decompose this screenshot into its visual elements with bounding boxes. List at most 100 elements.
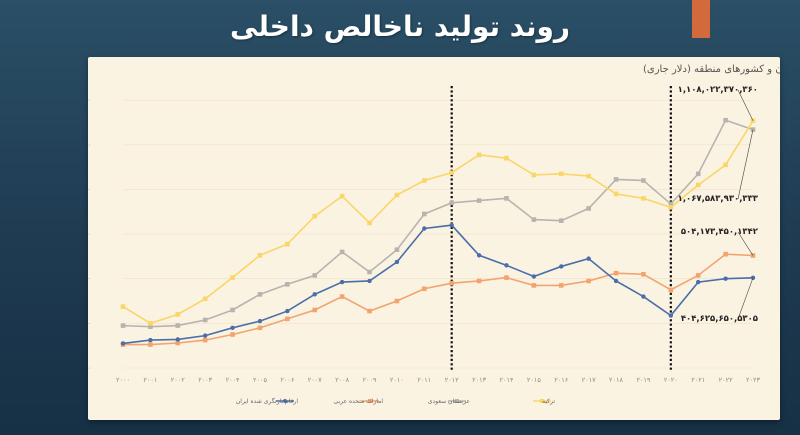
data-point xyxy=(449,170,454,175)
data-point xyxy=(613,278,619,284)
legend-label: ارقام بازنگری شده ایران xyxy=(236,397,298,405)
annotation-leader xyxy=(737,231,754,256)
x-tick-label: ۲۰۰۴ xyxy=(226,376,240,384)
x-tick-label: ۲۰۰۸ xyxy=(335,376,349,384)
data-point xyxy=(339,193,345,199)
data-point xyxy=(586,206,591,211)
data-point xyxy=(641,178,646,183)
x-tick-label: ۲۰۱۷ xyxy=(582,376,596,384)
data-point xyxy=(586,278,591,284)
x-tick-label: ۲۰۰۵ xyxy=(253,376,267,384)
data-point xyxy=(312,292,317,297)
x-tick-label: ۲۰۱۰ xyxy=(390,376,404,384)
chart-title: نمودار- مقایسه روند تولید ناخالص داخلی ا… xyxy=(643,64,780,75)
data-point xyxy=(476,152,482,158)
data-point xyxy=(668,287,674,293)
data-point xyxy=(476,198,482,203)
data-point xyxy=(586,256,591,261)
data-point xyxy=(422,226,427,231)
data-point xyxy=(367,278,372,284)
data-point xyxy=(723,162,728,168)
annotation-label: ۱,۰۶۷,۵۸۳,۹۳۰,۳۳۳ xyxy=(678,194,759,204)
data-point xyxy=(230,325,235,331)
x-tick-label: ۲۰۱۵ xyxy=(527,376,541,384)
data-point xyxy=(531,283,537,288)
data-point xyxy=(668,313,674,318)
x-tick-label: ۲۰۰۰ xyxy=(116,376,130,384)
grid-lines xyxy=(123,99,753,369)
y-tick-label: ۶۰۰,۰۰۰,۰۰۰,۰۰۰ xyxy=(88,230,91,238)
data-point xyxy=(202,337,208,343)
annotation-leader xyxy=(737,89,754,121)
x-axis-ticks: ۲۰۰۰ ۲۰۰۱ ۲۰۰۲ ۲۰۰۳ ۲۰۰۴ ۲۰۰۵ ۲۰۰۶ ۲۰۰۷ ۲۰۰۸ ۲۰۰۹… xyxy=(116,376,760,384)
data-point xyxy=(531,274,537,279)
data-point xyxy=(422,178,427,183)
data-point xyxy=(558,218,564,223)
series-line xyxy=(122,224,754,345)
data-point xyxy=(148,321,153,326)
data-point xyxy=(339,279,345,285)
data-point xyxy=(175,323,181,328)
legend-swatch-marker xyxy=(455,399,459,403)
data-point xyxy=(175,340,181,346)
y-axis-ticks: ۰ ۲۰۰,۰۰۰,۰۰۰,۰۰۰ ۴۰۰,۰۰۰,۰۰۰,۰۰۰ ۶۰۰,۰۰۰,۰… xyxy=(88,96,91,372)
data-point xyxy=(504,263,509,268)
x-tick-label: ۲۰۱۳ xyxy=(472,376,486,384)
data-point xyxy=(476,278,482,284)
x-tick-label: ۲۰۰۲ xyxy=(171,376,185,384)
data-point xyxy=(449,200,454,206)
x-tick-label: ۲۰۱۴ xyxy=(499,376,513,384)
y-tick-label: ۲۰۰,۰۰۰,۰۰۰,۰۰۰ xyxy=(88,319,91,327)
data-point xyxy=(504,275,509,280)
x-tick-label: ۲۰۱۲ xyxy=(445,376,459,384)
legend-label: ترکیه xyxy=(542,398,555,405)
legend-label: عربستان سعودی xyxy=(428,398,470,405)
data-point xyxy=(148,324,153,330)
data-point xyxy=(257,252,263,258)
data-point xyxy=(202,296,208,302)
data-point xyxy=(394,298,400,304)
annotation-label: ۴۰۴,۶۲۵,۶۵۰,۵۳۰۵ xyxy=(681,314,758,324)
data-point xyxy=(202,333,208,338)
y-tick-label: ۸۰۰,۰۰۰,۰۰۰,۰۰۰ xyxy=(88,185,91,193)
data-point xyxy=(695,273,701,278)
x-tick-label: ۲۰۱۹ xyxy=(636,376,650,384)
data-point xyxy=(230,332,235,337)
x-tick-label: ۲۰۲۲ xyxy=(719,376,733,384)
data-point xyxy=(696,279,701,285)
data-point xyxy=(312,273,318,278)
annotation-leader xyxy=(737,277,754,320)
legend-swatch-marker xyxy=(283,399,287,403)
annotation-leader xyxy=(737,129,754,200)
data-point xyxy=(449,280,454,286)
data-point xyxy=(367,308,372,314)
data-point xyxy=(285,308,290,314)
data-point xyxy=(394,192,400,198)
data-point xyxy=(613,270,619,276)
x-tick-label: ۲۰۰۶ xyxy=(280,376,294,384)
data-point xyxy=(394,259,400,265)
y-tick-label: ۴۰۰,۰۰۰,۰۰۰,۰۰۰ xyxy=(88,275,91,283)
data-point xyxy=(120,304,126,309)
series-line xyxy=(122,120,754,325)
x-tick-label: ۲۰۲۳ xyxy=(746,376,760,384)
data-point xyxy=(695,171,701,177)
x-tick-label: ۲۰۱۶ xyxy=(554,376,568,384)
data-point xyxy=(504,196,509,201)
data-point xyxy=(586,173,591,179)
legend: ارقام بازنگری شده ایران امارات متحده عربی… xyxy=(236,397,555,405)
series-line xyxy=(123,253,754,346)
x-tick-label: ۲۰۲۱ xyxy=(691,376,705,384)
data-point xyxy=(120,323,126,328)
accent-bar xyxy=(692,0,710,38)
data-point xyxy=(339,249,345,255)
data-point xyxy=(641,294,646,299)
data-point xyxy=(613,191,619,197)
data-point xyxy=(230,275,235,280)
x-tick-label: ۲۰۱۸ xyxy=(609,376,623,384)
data-point xyxy=(339,294,345,299)
data-point xyxy=(175,312,181,317)
data-point xyxy=(531,217,537,222)
data-point xyxy=(641,196,646,201)
data-point xyxy=(723,276,728,281)
